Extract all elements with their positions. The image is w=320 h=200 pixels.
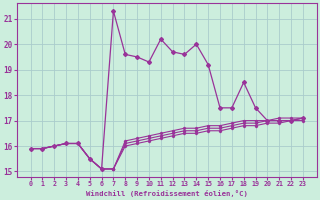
X-axis label: Windchill (Refroidissement éolien,°C): Windchill (Refroidissement éolien,°C) (86, 190, 248, 197)
